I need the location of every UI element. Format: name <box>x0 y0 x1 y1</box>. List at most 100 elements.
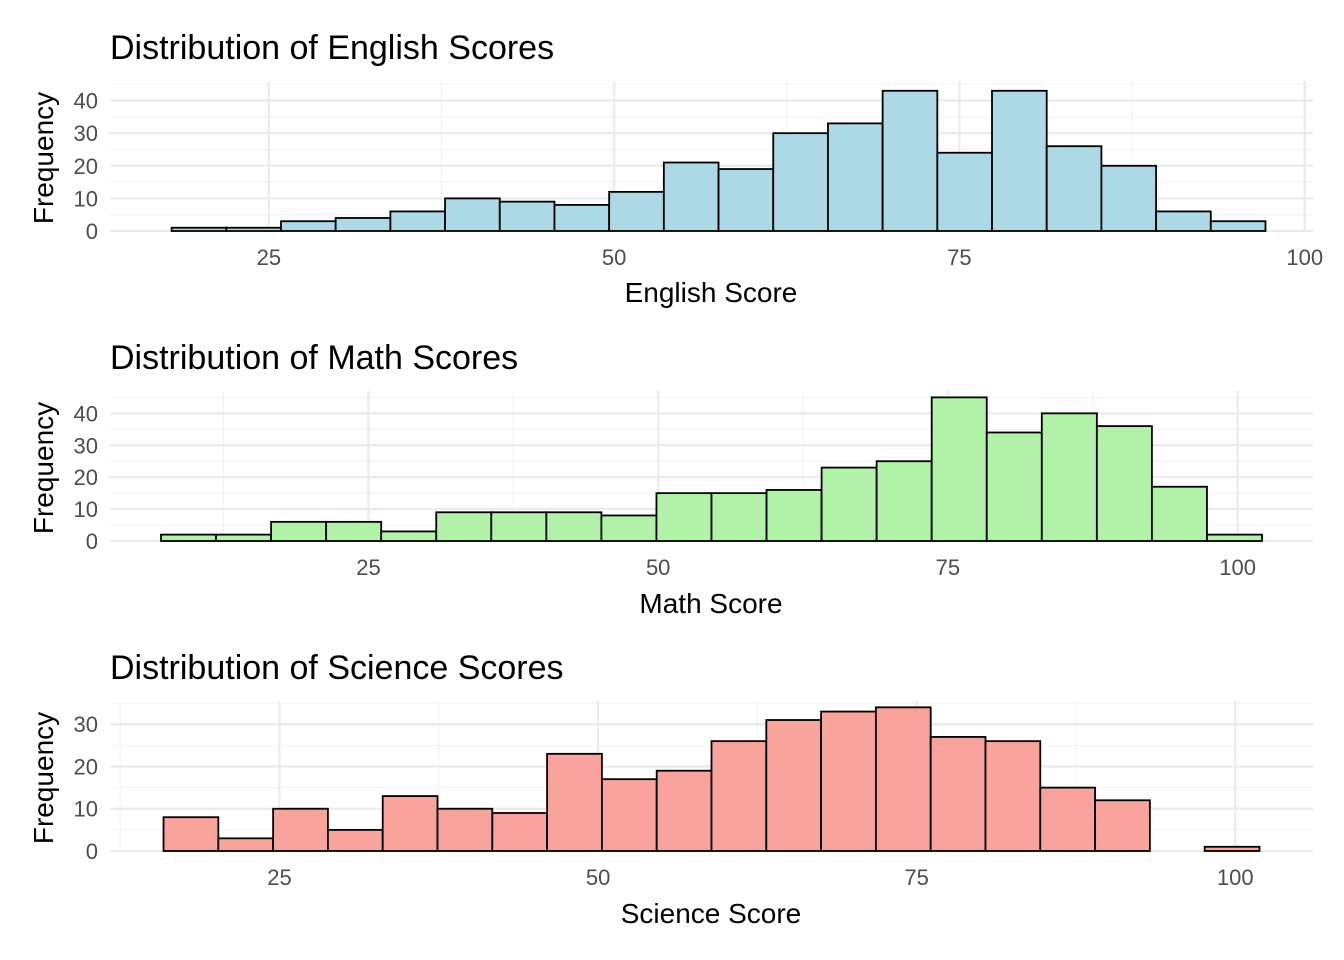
english-y-tick-label: 10 <box>74 186 98 211</box>
science-histogram-bar <box>929 736 987 852</box>
math-histogram-bar <box>270 520 328 542</box>
science-histogram-bar <box>984 740 1042 852</box>
math-histogram-bar <box>490 511 548 542</box>
science-histogram-bar <box>272 807 329 852</box>
english-histogram-bar <box>991 89 1048 232</box>
math-histogram-bar <box>710 492 768 542</box>
math-histogram-bar <box>930 396 988 542</box>
math-histogram-bar <box>545 511 603 542</box>
math-y-tick-label: 0 <box>86 529 98 554</box>
science-chart-title: Distribution of Science Scores <box>110 649 564 687</box>
science-histogram-bar <box>217 837 275 852</box>
math-y-tick-label: 20 <box>74 465 98 490</box>
math-y-axis-label: Frequency <box>28 402 59 534</box>
math-x-tick-labels: 25 50 75 100 <box>356 555 1256 580</box>
english-bars <box>170 89 1267 232</box>
science-x-tick-labels: 25 50 75 100 <box>267 865 1253 890</box>
science-histogram-bar <box>327 828 384 852</box>
science-y-tick-label: 0 <box>86 839 98 864</box>
english-histogram-bar <box>1100 164 1157 232</box>
english-histogram-bar <box>444 197 501 232</box>
science-histogram-bar <box>710 740 768 852</box>
english-y-tick-label: 40 <box>74 89 98 114</box>
math-histogram-bar <box>820 466 878 542</box>
math-y-tick-label: 40 <box>74 401 98 426</box>
english-chart-title: Distribution of English Scores <box>110 29 554 67</box>
math-histogram-bar <box>600 514 658 542</box>
science-panel: Distribution of Science Scores 0 10 20 30 2… <box>28 649 1313 929</box>
english-histogram-bar <box>225 226 282 232</box>
science-y-axis-label: Frequency <box>28 712 59 844</box>
math-y-tick-label: 10 <box>74 497 98 522</box>
english-x-tick-label: 50 <box>602 245 626 270</box>
english-histogram-bar <box>334 217 392 232</box>
science-histogram-bar <box>1039 786 1096 852</box>
math-panel: Distribution of Math Scores 0 10 20 30 40 25… <box>28 339 1313 619</box>
math-histogram-bar <box>1206 533 1263 542</box>
english-x-tick-label: 25 <box>257 245 281 270</box>
science-x-axis-label: Science Score <box>621 898 802 929</box>
science-histogram-bar <box>765 719 822 852</box>
english-histogram-bar <box>280 220 337 232</box>
math-histogram-bar <box>215 533 272 542</box>
english-histogram-bar <box>170 226 228 232</box>
math-histogram-bar <box>1095 425 1153 542</box>
science-histogram-bar <box>162 816 220 852</box>
science-histogram-bar <box>381 795 439 852</box>
science-y-tick-label: 30 <box>74 712 98 737</box>
math-x-tick-label: 75 <box>936 555 960 580</box>
math-histogram-bar <box>435 511 493 542</box>
math-y-tick-labels: 0 10 20 30 40 <box>74 401 98 554</box>
english-histogram-bar <box>936 151 993 232</box>
english-x-tick-label: 75 <box>947 245 971 270</box>
english-histogram-bar <box>662 161 720 232</box>
science-x-tick-label: 75 <box>904 865 928 890</box>
math-x-axis-label: Math Score <box>639 588 782 619</box>
science-x-tick-label: 100 <box>1217 865 1254 890</box>
science-x-tick-label: 25 <box>267 865 291 890</box>
science-histogram-bar <box>436 807 494 852</box>
english-y-tick-labels: 0 10 20 30 40 <box>74 89 98 244</box>
math-x-tick-label: 50 <box>646 555 670 580</box>
english-histogram-bar <box>608 190 665 232</box>
science-y-tick-label: 20 <box>74 754 98 779</box>
english-y-axis-label: Frequency <box>28 92 59 224</box>
math-histogram-bar <box>1151 485 1208 542</box>
science-histogram-bar <box>601 778 658 852</box>
science-bars <box>162 706 1261 852</box>
science-histogram-bar <box>874 706 932 852</box>
math-histogram-bar <box>380 530 438 542</box>
science-y-tick-label: 10 <box>74 797 98 822</box>
english-y-tick-label: 20 <box>74 154 98 179</box>
math-histogram-bar <box>160 533 217 542</box>
science-histogram-bar <box>820 710 877 852</box>
english-y-tick-label: 30 <box>74 121 98 146</box>
english-y-tick-label: 0 <box>86 219 98 244</box>
science-histogram-bar <box>546 752 603 852</box>
science-histogram-bar <box>491 812 549 852</box>
math-y-tick-label: 30 <box>74 433 98 458</box>
math-x-tick-label: 25 <box>356 555 380 580</box>
english-x-tick-label: 100 <box>1286 245 1323 270</box>
english-histogram-bar <box>717 168 775 232</box>
science-histogram-bar <box>655 769 713 852</box>
science-histogram-bar <box>1203 845 1261 852</box>
english-histogram-bar <box>498 200 556 232</box>
math-histogram-bar <box>1040 412 1098 542</box>
math-histogram-bar <box>765 489 823 542</box>
english-histogram-bar <box>1209 220 1267 232</box>
math-histogram-bar <box>985 431 1043 542</box>
english-histogram-bar <box>772 132 829 232</box>
english-histogram-bar <box>1045 145 1103 232</box>
math-histogram-bar <box>655 492 713 542</box>
english-histogram-bar <box>881 89 939 232</box>
math-bars <box>160 396 1263 542</box>
math-chart-title: Distribution of Math Scores <box>110 339 518 377</box>
english-histogram-bar <box>389 210 446 232</box>
math-x-tick-label: 100 <box>1219 555 1256 580</box>
science-y-tick-labels: 0 10 20 30 <box>74 712 98 864</box>
english-histogram-bar <box>553 204 611 232</box>
math-histogram-bar <box>325 520 383 542</box>
math-histogram-bar <box>875 460 933 542</box>
